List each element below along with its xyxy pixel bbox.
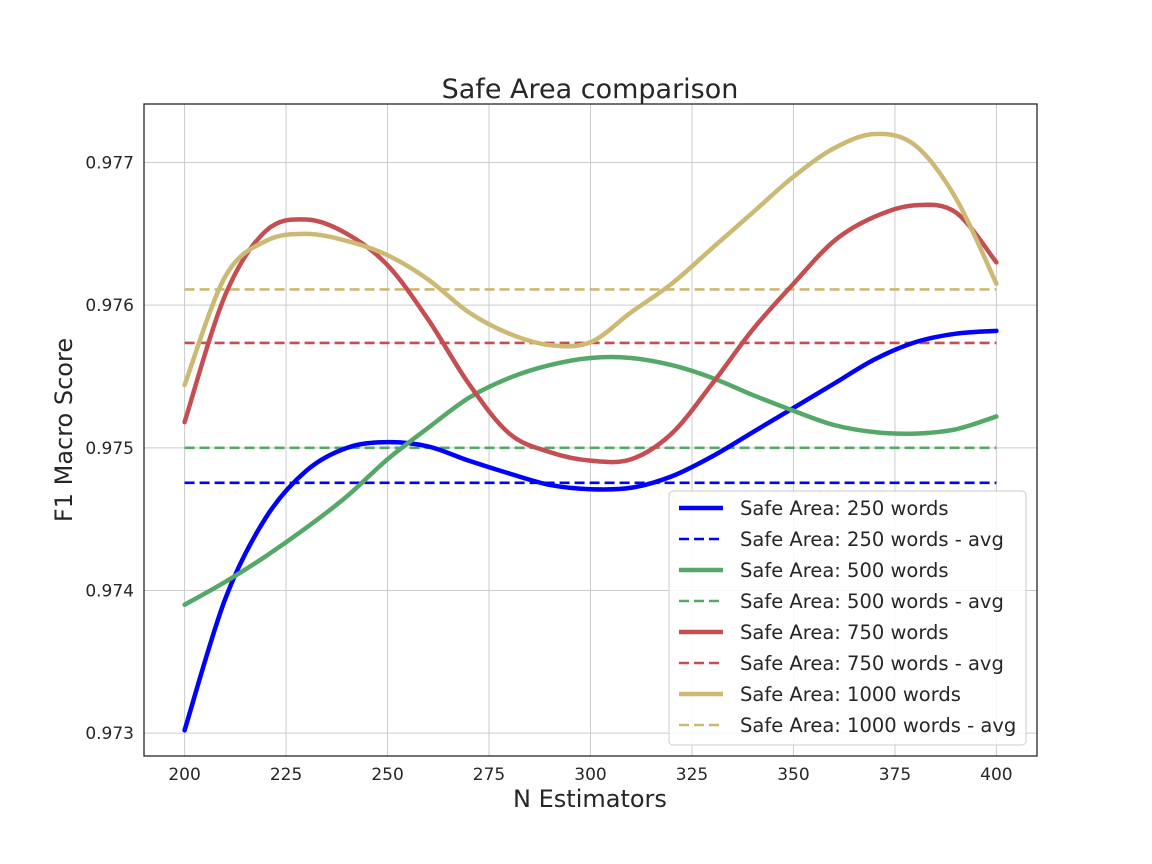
chart-title: Safe Area comparison <box>442 74 739 105</box>
legend: Safe Area: 250 words Safe Area: 250 words… <box>668 490 1027 746</box>
x-tick-label: 300 <box>574 765 606 785</box>
x-tick-label: 325 <box>676 765 708 785</box>
legend-label: Safe Area: 750 words - avg <box>740 652 1004 675</box>
legend-entry: Safe Area: 250 words <box>679 497 949 520</box>
y-tick-label: 0.977 <box>85 153 134 173</box>
legend-entry: Safe Area: 500 words <box>679 559 949 582</box>
y-tick-label: 0.973 <box>85 724 134 744</box>
x-tick-labels: 200 225 250 275 300 325 350 375 400 <box>168 765 1012 785</box>
x-tick-label: 225 <box>270 765 302 785</box>
y-tick-labels: 0.973 0.974 0.975 0.976 0.977 <box>85 153 134 744</box>
y-axis-title: F1 Macro Score <box>50 338 78 522</box>
legend-label: Safe Area: 250 words - avg <box>740 528 1004 551</box>
series-line-safe-area-1000-words <box>182 131 999 388</box>
series-line-safe-area-750-words <box>182 202 999 465</box>
legend-box <box>668 490 1027 746</box>
legend-label: Safe Area: 500 words <box>740 559 949 582</box>
legend-entry: Safe Area: 750 words <box>679 621 949 644</box>
series-line-safe-area-250-words <box>182 328 999 733</box>
plot-area-frame <box>143 103 1038 757</box>
legend-label: Safe Area: 1000 words - avg <box>740 714 1016 737</box>
y-tick-label: 0.974 <box>85 582 134 602</box>
x-tick-label: 200 <box>168 765 200 785</box>
legend-entry: Safe Area: 1000 words - avg <box>679 714 1016 737</box>
legend-entry: Safe Area: 1000 words <box>679 683 961 706</box>
legend-entry: Safe Area: 750 words - avg <box>679 652 1004 675</box>
x-tick-label: 250 <box>371 765 403 785</box>
y-tick-label: 0.975 <box>85 439 134 459</box>
series-lines <box>182 131 999 733</box>
legend-label: Safe Area: 500 words - avg <box>740 590 1004 613</box>
x-axis-title: N Estimators <box>513 785 667 813</box>
x-tick-label: 275 <box>473 765 505 785</box>
x-tick-label: 350 <box>777 765 809 785</box>
legend-label: Safe Area: 250 words <box>740 497 949 520</box>
legend-label: Safe Area: 750 words <box>740 621 949 644</box>
legend-entry: Safe Area: 250 words - avg <box>679 528 1004 551</box>
y-tick-label: 0.976 <box>85 296 134 316</box>
series-line-safe-area-500-words <box>182 354 999 608</box>
legend-entry: Safe Area: 500 words - avg <box>679 590 1004 613</box>
legend-label: Safe Area: 1000 words <box>740 683 961 706</box>
x-tick-label: 400 <box>980 765 1012 785</box>
x-tick-label: 375 <box>879 765 911 785</box>
